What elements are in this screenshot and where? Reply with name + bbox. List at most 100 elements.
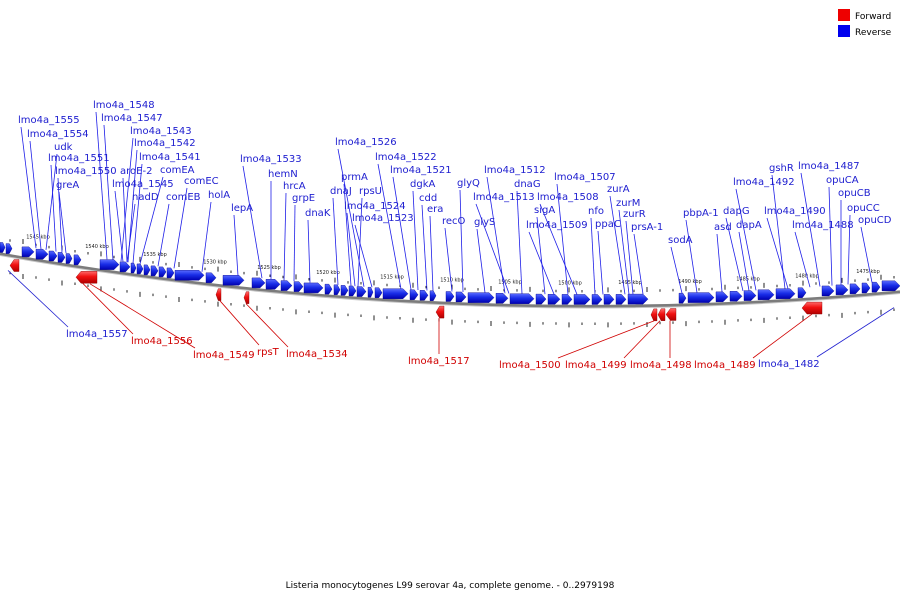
reverse-gene-label[interactable]: comEB xyxy=(166,192,201,203)
forward-strand-genes xyxy=(9,259,823,322)
reverse-gene-label[interactable]: dapG xyxy=(723,206,750,217)
reverse-gene-label[interactable]: cdd xyxy=(419,193,437,204)
reverse-gene-label[interactable]: opuCA xyxy=(826,175,859,186)
reverse-leader-line xyxy=(20,126,37,249)
reverse-gene-label[interactable]: zurA xyxy=(607,184,630,195)
reverse-leader-line xyxy=(536,216,546,295)
forward-gene-label[interactable]: lmo4a_1499 xyxy=(565,360,627,371)
reverse-gene-label[interactable]: opuCD xyxy=(858,215,892,226)
reverse-gene-label[interactable]: glyQ xyxy=(457,178,480,189)
reverse-gene-arrow xyxy=(367,286,374,298)
reverse-gene-label[interactable]: lmo4a_1524 xyxy=(344,201,406,212)
reverse-gene-label[interactable]: udk xyxy=(54,142,73,153)
reverse-gene-label[interactable]: dgkA xyxy=(410,179,435,190)
reverse-gene-label[interactable]: recO xyxy=(442,216,466,227)
reverse-gene-label[interactable]: pbpA-1 xyxy=(683,208,719,219)
reverse-leader-line xyxy=(157,203,170,267)
reverse-gene-label[interactable]: zurM xyxy=(616,198,640,209)
reverse-gene-label[interactable]: lmo4a_1513 xyxy=(473,192,535,203)
reverse-gene-label[interactable]: opuCB xyxy=(838,188,871,199)
reverse-gene-label[interactable]: lmo4a_1523 xyxy=(352,213,414,224)
reverse-gene-label[interactable]: comEA xyxy=(160,165,195,176)
forward-leader-line xyxy=(81,282,134,335)
reverse-gene-label[interactable]: lmo4a_1548 xyxy=(93,100,155,111)
reverse-gene-label[interactable]: lmo4a_1550 xyxy=(55,166,117,177)
reverse-gene-label[interactable]: opuCC xyxy=(847,203,880,214)
reverse-gene-label[interactable]: sodA xyxy=(668,235,693,246)
reverse-gene-label[interactable]: lmo4a_1492 xyxy=(733,177,795,188)
reverse-gene-label[interactable]: rpsU xyxy=(359,186,382,197)
reverse-gene-label[interactable]: dnaK xyxy=(305,208,331,219)
reverse-gene-label[interactable]: sigA xyxy=(534,205,555,216)
reverse-gene-label[interactable]: lmo4a_1488 xyxy=(792,220,854,231)
reverse-gene-label[interactable]: lmo4a_1526 xyxy=(335,137,397,148)
reverse-leader-line xyxy=(633,233,644,295)
forward-gene-label[interactable]: lmo4a_1517 xyxy=(408,356,470,367)
reverse-gene-label[interactable]: lmo4a_1551 xyxy=(48,153,110,164)
reverse-gene-label[interactable]: hrcA xyxy=(283,181,306,192)
reverse-gene-arrow xyxy=(5,243,13,254)
reverse-leader-line xyxy=(685,219,698,293)
reverse-gene-label[interactable]: gshR xyxy=(769,163,794,174)
reverse-gene-label[interactable]: zurR xyxy=(623,209,646,220)
reverse-gene-label[interactable]: lmo4a_1521 xyxy=(390,165,452,176)
reverse-gene-label[interactable]: dnaJ xyxy=(330,186,352,197)
reverse-gene-label[interactable]: lmo4a_1542 xyxy=(134,138,196,149)
reverse-gene-label[interactable]: lmo4a_1541 xyxy=(139,152,201,163)
reverse-gene-arrow xyxy=(455,291,467,303)
reverse-leader-line xyxy=(476,228,486,293)
reverse-gene-label[interactable]: era xyxy=(427,204,443,215)
reverse-gene-label[interactable]: lmo4a_1554 xyxy=(27,129,89,140)
reverse-gene-label[interactable]: greA xyxy=(56,180,79,191)
reverse-gene-label[interactable]: dapA xyxy=(736,220,762,231)
reverse-gene-label[interactable]: aroE-2 xyxy=(120,166,152,177)
reverse-leader-line xyxy=(771,174,786,289)
reverse-gene-label[interactable]: nfo xyxy=(588,206,604,217)
forward-gene-label[interactable]: rpsT xyxy=(257,347,280,358)
tick-marks xyxy=(9,239,895,328)
reverse-gene-label[interactable]: holA xyxy=(208,190,230,201)
reverse-gene-label[interactable]: lmo4a_1509 xyxy=(526,220,588,231)
ruler-label: 1545 kbp xyxy=(26,235,50,241)
reverse-gene-label[interactable]: nadD xyxy=(132,192,159,203)
reverse-gene-label[interactable]: lmo4a_1547 xyxy=(101,113,163,124)
reverse-gene-arrow xyxy=(222,275,245,286)
reverse-gene-label[interactable]: dnaG xyxy=(514,179,541,190)
forward-gene-label[interactable]: lmo4a_1557 xyxy=(66,329,128,340)
reverse-gene-label[interactable]: lmo4a_1543 xyxy=(130,126,192,137)
reverse-gene-label[interactable]: prsA-1 xyxy=(631,222,663,233)
reverse-gene-label[interactable]: prmA xyxy=(341,172,368,183)
reverse-gene-label[interactable]: glyS xyxy=(474,217,495,228)
legend-reverse-label: Reverse xyxy=(855,28,892,38)
reverse-gene-label[interactable]: lmo4a_1487 xyxy=(798,161,860,172)
reverse-gene-label[interactable]: lmo4a_1507 xyxy=(554,172,616,183)
forward-gene-label[interactable]: lmo4a_1498 xyxy=(630,360,692,371)
forward-gene-label[interactable]: lmo4a_1534 xyxy=(286,349,348,360)
reverse-gene-label[interactable]: lmo4a_1490 xyxy=(764,206,826,217)
reverse-gene-label[interactable]: lepA xyxy=(231,203,253,214)
ruler-label: 1505 kbp xyxy=(498,279,522,285)
forward-gene-label[interactable]: lmo4a_1489 xyxy=(694,360,756,371)
forward-gene-label[interactable]: lmo4a_1482 xyxy=(758,359,820,370)
reverse-leader-line xyxy=(429,215,434,291)
reverse-gene-label[interactable]: lmo4a_1555 xyxy=(18,115,80,126)
reverse-gene-label[interactable]: comEC xyxy=(184,176,219,187)
reverse-gene-label[interactable]: ppaC xyxy=(595,219,621,230)
reverse-gene-label[interactable]: lmo4a_1512 xyxy=(484,165,546,176)
reverse-leader-line xyxy=(57,177,63,253)
forward-leader-line xyxy=(623,320,661,359)
reverse-gene-label[interactable]: lmo4a_1533 xyxy=(240,154,302,165)
forward-gene-label[interactable]: lmo4a_1556 xyxy=(131,336,193,347)
reverse-gene-label[interactable]: lmo4a_1508 xyxy=(537,192,599,203)
legend-forward-swatch xyxy=(838,9,850,21)
reverse-gene-label[interactable]: hemN xyxy=(268,169,298,180)
ruler-label: 1495 kbp xyxy=(618,280,642,286)
reverse-gene-label[interactable]: lmo4a_1545 xyxy=(112,179,174,190)
reverse-gene-label[interactable]: lmo4a_1522 xyxy=(375,152,437,163)
reverse-gene-label[interactable]: asd xyxy=(714,222,732,233)
forward-gene-label[interactable]: lmo4a_1500 xyxy=(499,360,561,371)
forward-gene-label[interactable]: lmo4a_1549 xyxy=(193,350,255,361)
reverse-gene-label[interactable]: grpE xyxy=(292,193,315,204)
